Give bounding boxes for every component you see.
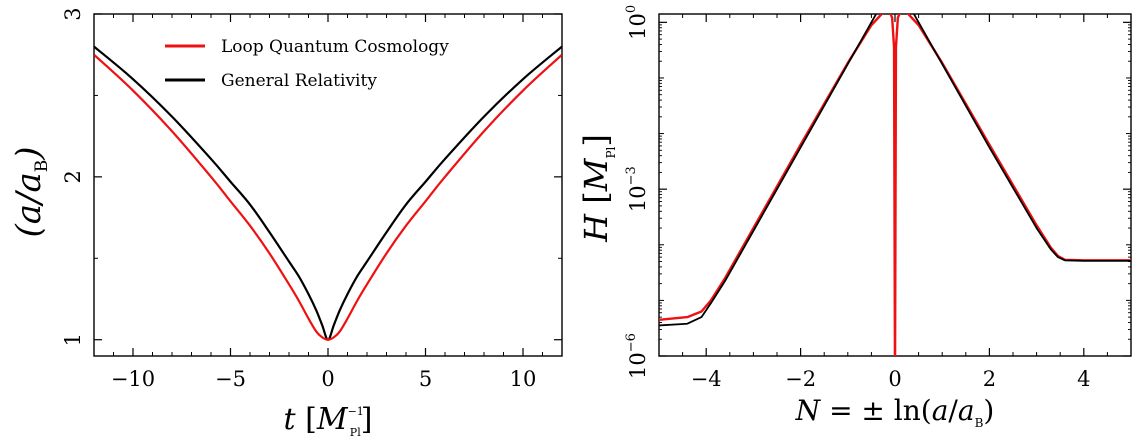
y-tick-label: 2 [61,170,85,183]
left-series [94,45,562,341]
x-tick-label: −5 [215,367,246,391]
series-line-lqc [659,14,1131,356]
y-tick-label: 3 [61,7,85,20]
right-ticks: −4 −2 0 2 4 10−6 10−3 100 [624,5,1132,391]
series-line-gr [659,14,1131,327]
left-ticks: −10 −5 0 5 10 1 2 3 [61,7,563,391]
x-tick-label: −10 [111,367,155,391]
x-tick-label: −4 [691,367,722,391]
y-tick-exponent: 0 [624,5,639,13]
y-tick-label: 100 [624,5,650,40]
left-x-label: t [M−1 Pl] [284,402,373,437]
right-x-label: N = ± ln(a/aB) [795,394,995,430]
series-line-lqc [94,53,562,341]
y-tick-label: 1 [61,333,85,346]
left-y-label: (a/aB) [9,146,52,237]
x-tick-label: 5 [419,367,432,391]
y-tick-exponent: −3 [624,166,639,185]
legend-label-lqc: Loop Quantum Cosmology [221,37,449,57]
x-tick-label: −2 [785,367,816,391]
x-tick-label: 10 [510,367,537,391]
left-plot-frame [93,13,563,357]
legend-label-gr: General Relativity [221,71,377,91]
x-tick-label: 4 [1077,367,1090,391]
x-tick-label: 0 [888,367,901,391]
legend: Loop Quantum Cosmology General Relativit… [165,37,449,91]
x-tick-label: 2 [983,367,996,391]
right-panel: H [MPl] −4 −2 0 2 4 10−6 10−3 100 N = ± ln(a/aB… [577,5,1132,430]
left-panel: (a/aB) −10 −5 0 5 10 1 2 3 t [M−1 Pl] Loop Quant… [9,7,563,437]
right-y-label: H [MPl] [577,134,618,243]
y-tick-label: 10−6 [624,333,650,379]
x-tick-label: 0 [321,367,334,391]
right-series [659,14,1131,356]
y-tick-label: 10−3 [624,166,650,212]
y-tick-exponent: −6 [624,333,639,352]
